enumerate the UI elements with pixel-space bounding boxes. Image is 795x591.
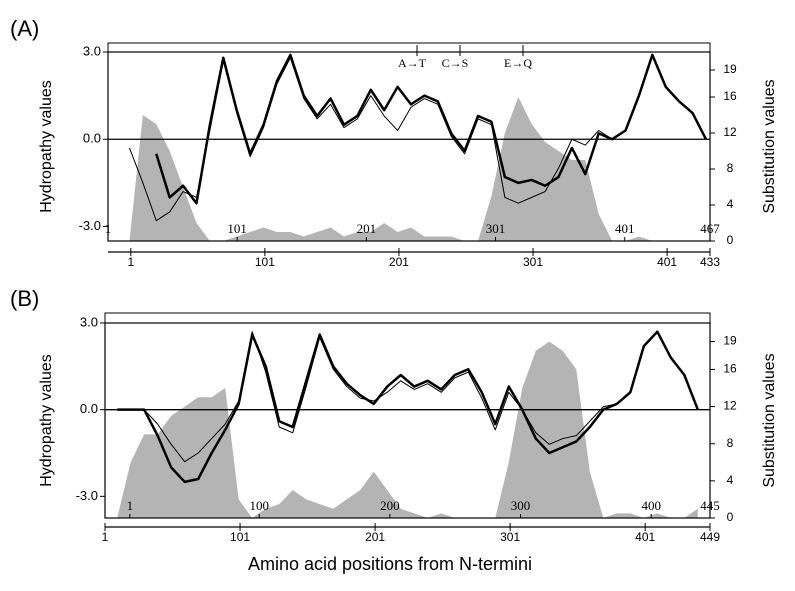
y2-tick-label: 19 xyxy=(723,334,737,348)
annotation: A→T xyxy=(398,56,427,70)
x-tick-label: 449 xyxy=(700,530,720,544)
x2-tick-label: 201 xyxy=(357,221,377,236)
y2-tick-label: 8 xyxy=(727,161,734,175)
x-tick-label: 301 xyxy=(500,530,520,544)
substitution-area xyxy=(129,97,706,241)
x2-tick-label: 300 xyxy=(511,498,531,513)
hydropathy-line xyxy=(117,330,700,484)
y-tick-label: 0.0 xyxy=(80,401,98,416)
y-tick-label: 3.0 xyxy=(80,314,98,329)
y2-tick-label: 4 xyxy=(727,473,734,487)
y-tick-label: -3.0 xyxy=(79,218,101,233)
x-tick-label: 301 xyxy=(523,255,543,269)
x-tick-label: 401 xyxy=(635,530,655,544)
y2-tick-label: 19 xyxy=(723,62,737,76)
y-axis-label: Hydropathy values xyxy=(38,80,55,213)
substitution-area xyxy=(117,341,698,518)
annotation: C→S xyxy=(442,56,469,70)
x-tick-label: 1 xyxy=(102,530,109,544)
x-tick-label: 433 xyxy=(700,255,720,269)
x2-tick-label: 100 xyxy=(249,498,269,513)
y2-tick-label: 16 xyxy=(723,89,737,103)
x2-tick-label: 301 xyxy=(486,221,506,236)
x-axis-label: Amino acid positions from N-termini xyxy=(248,554,532,574)
panel-label: (A) xyxy=(10,16,39,41)
x2-tick-label: 1 xyxy=(105,221,112,236)
y2-tick-label: 8 xyxy=(727,436,734,450)
x-tick-label: 101 xyxy=(255,255,275,269)
x-tick-label: 401 xyxy=(657,255,677,269)
y2-tick-label: 0 xyxy=(727,510,734,524)
plot-frame xyxy=(107,51,711,242)
x2-tick-label: 467 xyxy=(700,221,720,236)
x2-tick-label: 1 xyxy=(127,498,134,513)
y2-tick-label: 4 xyxy=(727,197,734,211)
x2-tick-label: 400 xyxy=(641,498,661,513)
x-tick-label: 201 xyxy=(365,530,385,544)
y-axis-label: Hydropathy values xyxy=(38,354,55,487)
x2-tick-label: 445 xyxy=(700,498,720,513)
x-tick-label: 1 xyxy=(127,255,134,269)
panel-label: (B) xyxy=(10,286,39,311)
x-tick-label: 201 xyxy=(389,255,409,269)
top-band xyxy=(104,312,711,324)
y2-tick-label: 0 xyxy=(727,233,734,247)
top-band xyxy=(107,42,711,53)
x2-tick-label: 401 xyxy=(615,221,635,236)
y-tick-label: 0.0 xyxy=(83,131,101,146)
y2-axis-label: Substitution values xyxy=(761,79,778,213)
y2-tick-label: 16 xyxy=(723,362,737,376)
x2-tick-label: 101 xyxy=(227,221,247,236)
y-tick-label: -3.0 xyxy=(76,488,98,503)
annotation: E→Q xyxy=(504,56,532,70)
y2-tick-label: 12 xyxy=(723,125,737,139)
x-tick-label: 101 xyxy=(230,530,250,544)
x2-tick-label: 200 xyxy=(380,498,400,513)
hydropathy-line xyxy=(155,53,708,205)
y2-tick-label: 12 xyxy=(723,399,737,413)
y2-axis-label: Substitution values xyxy=(761,353,778,487)
y-tick-label: 3.0 xyxy=(83,43,101,58)
hydropathy-line xyxy=(128,54,707,222)
